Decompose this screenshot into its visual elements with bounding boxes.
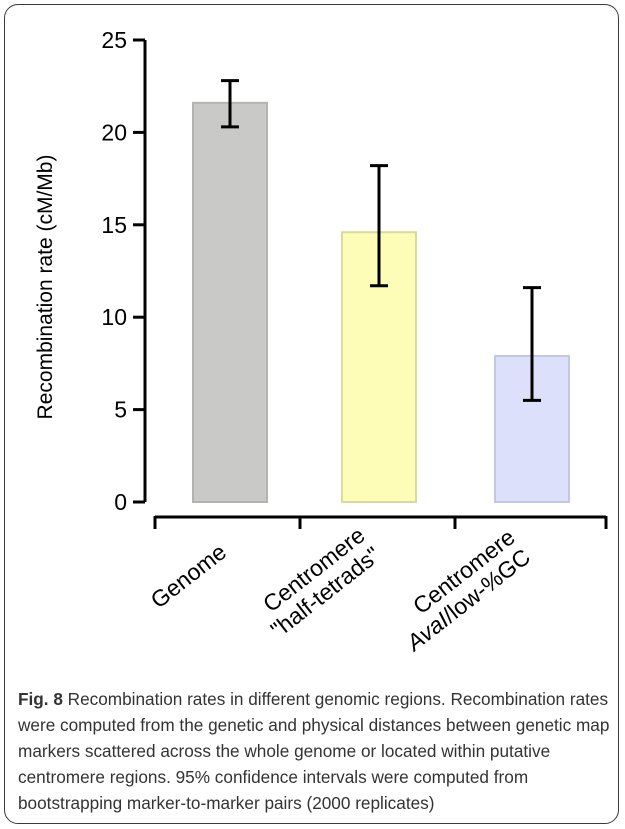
figure-frame (4, 4, 619, 824)
y-tick-label: 25 (101, 27, 127, 53)
bar (192, 101, 268, 503)
y-axis-label: Recombination rate (cM/Mb) (34, 155, 57, 420)
x-tick-label: Genome (146, 538, 232, 613)
y-tick-label: 15 (101, 212, 127, 238)
caption-text: Recombination rates in different genomic… (18, 689, 610, 813)
figure-caption: Fig. 8 Recombination rates in different … (18, 686, 610, 816)
y-tick-label: 5 (114, 397, 127, 423)
y-tick-label: 10 (101, 304, 127, 330)
y-tick-label: 20 (101, 119, 127, 145)
bar-chart: 0 5 10 15 20 25 Recombination rate (cM/Mb) Geno… (34, 27, 608, 657)
figure-label: Fig. 8 (18, 689, 63, 709)
y-tick-label: 0 (114, 489, 127, 515)
